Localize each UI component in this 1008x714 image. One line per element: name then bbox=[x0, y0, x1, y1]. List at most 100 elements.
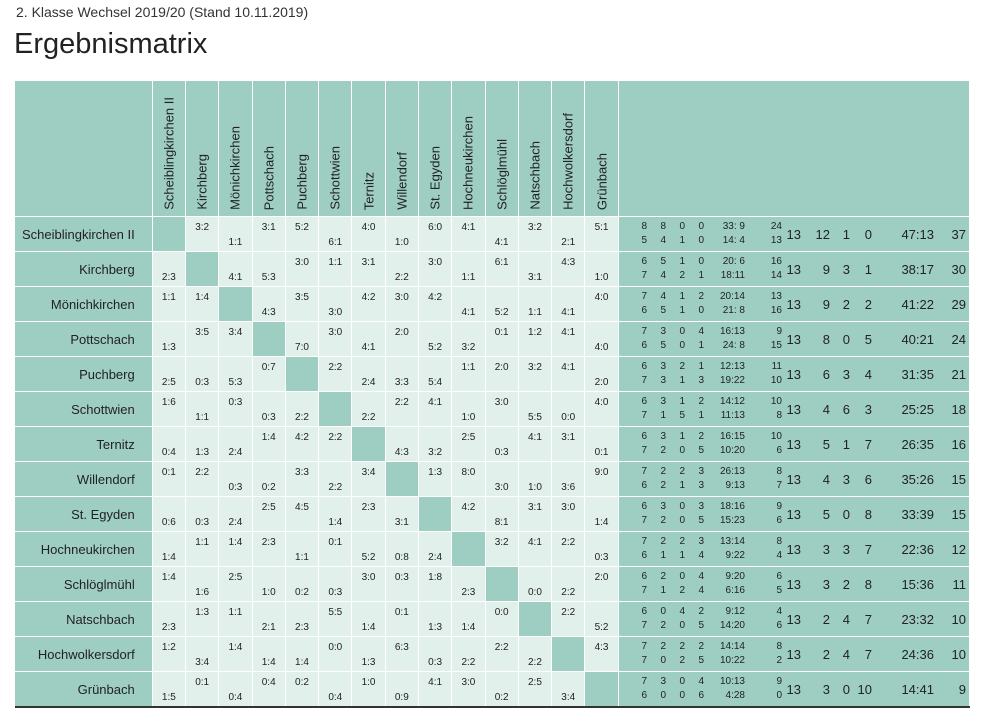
column-header: Kirchberg bbox=[185, 80, 220, 217]
result-top: 6:3 bbox=[394, 642, 409, 653]
stats-cell: 8 8 0 0 33: 9 24 5 4 1 0 14: 4 13 13 12 1 0 47:13 37 bbox=[618, 216, 971, 252]
result-top: 0:1 bbox=[195, 677, 210, 688]
column-header-label: Willendorf bbox=[394, 152, 410, 210]
stats-home-value: 14:14 bbox=[719, 641, 745, 652]
result-cell: 1:4 bbox=[152, 531, 187, 567]
result-bottom: 3:4 bbox=[195, 657, 210, 668]
stats-home-value: 2 bbox=[660, 641, 666, 652]
result-cell: 1:1 bbox=[285, 531, 320, 567]
stats-total-value: 40:21 bbox=[901, 332, 934, 347]
stats-home-value: 2 bbox=[660, 571, 666, 582]
result-top: 4:0 bbox=[594, 397, 609, 408]
stats-total-value: 8 bbox=[864, 577, 872, 592]
diagonal-cell bbox=[485, 566, 519, 602]
stats-home-value: 2 bbox=[660, 536, 666, 547]
result-cell: 2:2 bbox=[385, 391, 419, 427]
stats-total-value: 11 bbox=[952, 577, 967, 592]
result-cell: 1:1 bbox=[185, 391, 220, 427]
stats-away-value: 6 bbox=[641, 305, 647, 316]
result-cell: 2:3 bbox=[351, 496, 386, 532]
result-cell: 0:3 bbox=[218, 391, 253, 427]
result-top: 3:0 bbox=[295, 257, 309, 268]
stats-home-value: 2 bbox=[698, 396, 704, 407]
result-cell: 2:0 bbox=[385, 321, 419, 357]
stats-total: 13 3 3 7 22:36 12 bbox=[619, 533, 969, 567]
stats-home-value: 7 bbox=[641, 326, 647, 337]
stats-away-value: 1 bbox=[660, 410, 666, 421]
result-cell: 4:0 bbox=[584, 321, 619, 357]
result-bottom: 2:2 bbox=[361, 412, 376, 423]
result-bottom: 0:1 bbox=[594, 447, 609, 458]
result-cell: 3:1 bbox=[252, 216, 286, 252]
stats-total-value: 15:36 bbox=[901, 577, 934, 592]
result-bottom: 0:9 bbox=[394, 692, 409, 703]
result-top: 1:1 bbox=[195, 537, 210, 548]
result-bottom: 1:3 bbox=[161, 342, 176, 353]
stats-away-line: 6 5 0 1 24: 8 15 bbox=[619, 340, 969, 352]
stats-home-value: 2 bbox=[698, 291, 704, 302]
result-bottom: 4:1 bbox=[561, 307, 576, 318]
result-bottom: 2:0 bbox=[594, 377, 609, 388]
result-cell: 3:0 bbox=[351, 566, 386, 602]
stats-total-value: 7 bbox=[864, 647, 872, 662]
result-top: 4:2 bbox=[428, 292, 443, 303]
result-top: 1:4 bbox=[228, 642, 243, 653]
result-cell: 1:4 bbox=[152, 566, 187, 602]
stats-away-value: 2 bbox=[660, 445, 666, 456]
stats-home-value: 18:16 bbox=[719, 501, 745, 512]
stats-away-value: 3 bbox=[660, 375, 666, 386]
stats-away-value: 2 bbox=[679, 270, 685, 281]
result-top: 2:2 bbox=[494, 642, 509, 653]
stats-total-value: 1 bbox=[842, 437, 850, 452]
stats-home-value: 26:13 bbox=[719, 466, 745, 477]
result-bottom: 1:4 bbox=[594, 517, 609, 528]
result-cell: 4:2 bbox=[418, 286, 453, 322]
stats-away-value: 3 bbox=[698, 375, 704, 386]
result-cell: 1:4 bbox=[285, 636, 320, 672]
stats-home-line: 7 2 2 3 13:14 8 bbox=[619, 536, 969, 548]
header-row: Scheiblingkirchen II Kirchberg Mönichkirch… bbox=[15, 80, 971, 217]
stats-away-value: 6 bbox=[641, 480, 647, 491]
stats-total-value: 2 bbox=[822, 612, 830, 627]
stats-away-value: 18:11 bbox=[720, 270, 745, 281]
result-bottom: 2:2 bbox=[528, 657, 542, 668]
result-cell: 4:3 bbox=[252, 286, 286, 322]
stats-cell: 7 4 1 2 20:14 13 6 5 1 0 21: 8 16 13 9 2 2 41:22 29 bbox=[618, 286, 971, 322]
stats-total-value: 3 bbox=[822, 682, 830, 697]
result-cell: 0:3 bbox=[185, 356, 220, 392]
column-header: Willendorf bbox=[385, 80, 419, 217]
result-bottom: 5:2 bbox=[428, 342, 443, 353]
diagonal-cell bbox=[318, 391, 353, 427]
stats-home-value: 7 bbox=[641, 641, 647, 652]
stats-total-value: 25:25 bbox=[901, 402, 934, 417]
result-cell: 1:4 bbox=[185, 286, 220, 322]
result-bottom: 1:1 bbox=[461, 272, 476, 283]
diagonal-cell bbox=[185, 251, 220, 287]
stats-away-value: 6 bbox=[641, 690, 647, 701]
diagonal-cell bbox=[218, 286, 253, 322]
stats-home-value: 9 bbox=[776, 326, 782, 337]
result-bottom: 0:3 bbox=[195, 517, 210, 528]
stats-total: 13 5 1 7 26:35 16 bbox=[619, 428, 969, 462]
stats-away-value: 10:22 bbox=[719, 655, 745, 666]
stats-home-line: 7 2 2 3 26:13 8 bbox=[619, 466, 969, 478]
stats-away-value: 4 bbox=[660, 270, 666, 281]
stats-total-value: 5 bbox=[822, 437, 830, 452]
result-top: 2:0 bbox=[494, 362, 509, 373]
stats-away-value: 7 bbox=[641, 270, 647, 281]
result-top: 4:0 bbox=[361, 222, 376, 233]
result-bottom: 2:4 bbox=[228, 517, 243, 528]
result-bottom: 5:2 bbox=[361, 552, 376, 563]
stats-total-value: 2 bbox=[842, 297, 850, 312]
stats-total-value: 7 bbox=[864, 612, 872, 627]
stats-home-value: 6 bbox=[641, 431, 647, 442]
result-cell: 5:2 bbox=[285, 216, 320, 252]
stats-total-value: 30 bbox=[951, 262, 966, 277]
result-bottom: 5:4 bbox=[428, 377, 443, 388]
result-cell: 8:1 bbox=[485, 496, 519, 532]
stats-cell: 6 3 1 2 16:15 10 7 2 0 5 10:20 6 13 5 1 7 26:35 16 bbox=[618, 426, 971, 462]
stats-home-value: 7 bbox=[641, 536, 647, 547]
stats-home-value: 8 bbox=[776, 466, 782, 477]
stats-home-value: 1 bbox=[679, 256, 685, 267]
stats-total-value: 13 bbox=[786, 542, 801, 557]
